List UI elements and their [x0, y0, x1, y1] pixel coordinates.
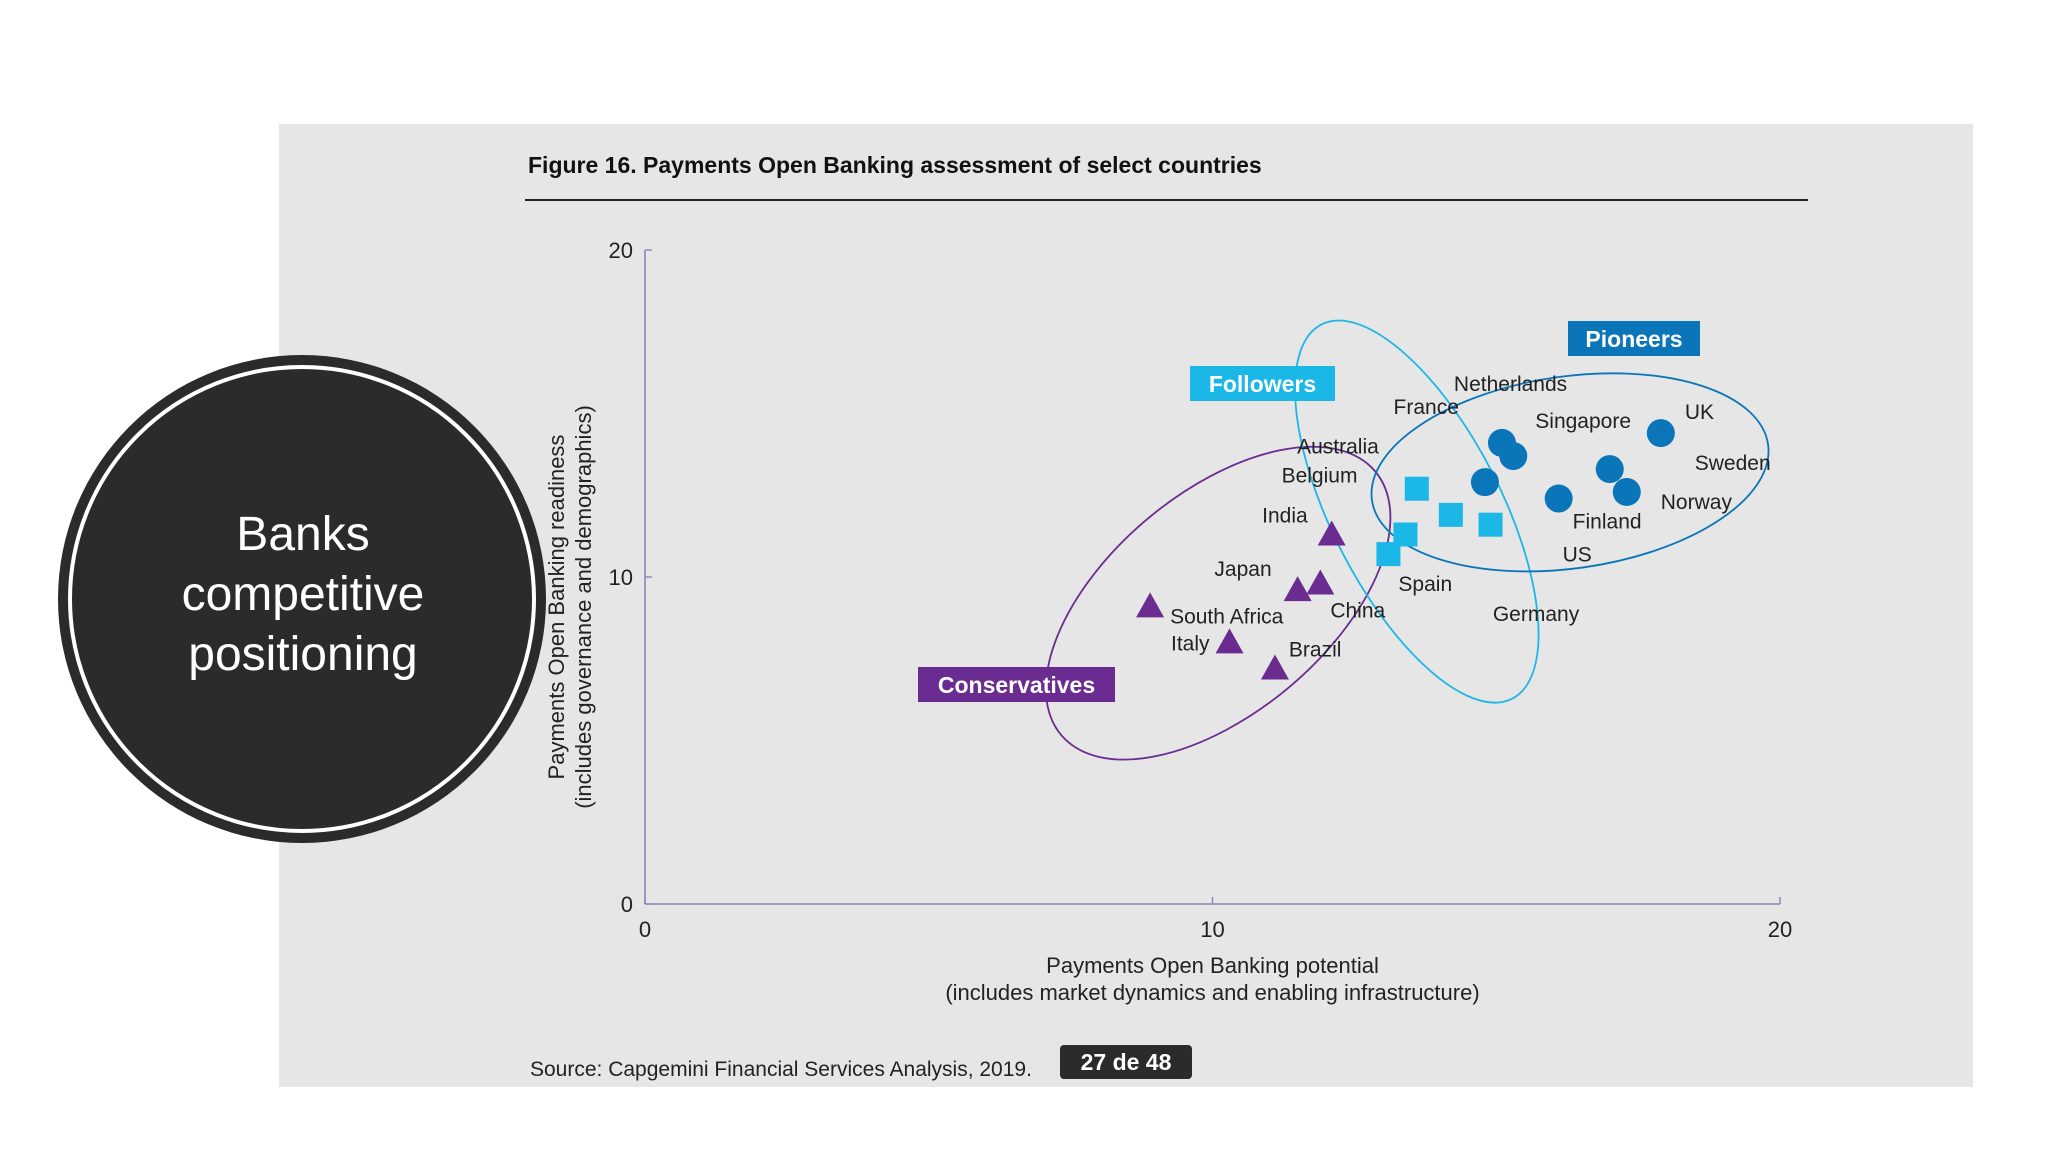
point-label: Italy	[1171, 632, 1210, 655]
slide-heading: Banks competitive positioning	[108, 505, 498, 685]
group-badge	[918, 667, 1115, 702]
circle-marker	[1612, 477, 1641, 506]
figure-panel	[279, 124, 1973, 1087]
triangle-marker	[1260, 654, 1289, 680]
y-axis-subtitle: (includes governance and demographics)	[571, 405, 596, 809]
group-badge	[1190, 366, 1335, 401]
circle-marker	[1499, 442, 1528, 471]
x-tick-label: 10	[1200, 917, 1224, 942]
point-label: Finland	[1573, 511, 1642, 534]
y-tick-label: 0	[621, 892, 633, 917]
point-label: Japan	[1214, 558, 1271, 581]
square-marker	[1376, 542, 1401, 567]
circle-marker	[1595, 455, 1624, 484]
y-tick-label: 20	[609, 238, 633, 263]
slide-heading-line: positioning	[188, 628, 418, 681]
square-marker	[1404, 476, 1429, 501]
y-axis-title: Payments Open Banking readiness	[544, 435, 569, 780]
triangle-marker	[1215, 628, 1244, 654]
point-label: Australia	[1297, 436, 1379, 459]
pioneers-ellipse	[1370, 372, 1770, 573]
page-indicator[interactable]: 27 de 48	[1060, 1045, 1192, 1079]
circle-marker	[1544, 484, 1573, 513]
triangle-marker	[1136, 592, 1165, 618]
x-axis-title: Payments Open Banking potential	[1046, 953, 1379, 978]
group-badge-label: Followers	[1209, 371, 1316, 397]
point-label: US	[1563, 544, 1592, 567]
x-axis-subtitle: (includes market dynamics and enabling i…	[945, 980, 1479, 1005]
title-rule	[525, 199, 1808, 201]
point-label: Spain	[1398, 573, 1452, 596]
point-label: UK	[1685, 401, 1714, 424]
point-label: Sweden	[1695, 452, 1771, 475]
y-tick-label: 10	[609, 565, 633, 590]
point-label: Singapore	[1535, 410, 1631, 433]
point-label: Norway	[1661, 491, 1733, 514]
point-label: South Africa	[1170, 605, 1284, 628]
point-label: Brazil	[1289, 639, 1342, 662]
group-badge	[1568, 321, 1700, 356]
point-label: China	[1330, 600, 1385, 623]
heading-circle-ring	[68, 365, 536, 833]
square-marker	[1478, 512, 1503, 537]
x-tick-label: 20	[1768, 917, 1792, 942]
group-badge-label: Pioneers	[1585, 326, 1682, 352]
figure-title: Figure 16. Payments Open Banking assessm…	[528, 152, 1262, 178]
triangle-marker	[1306, 569, 1335, 595]
point-label: Netherlands	[1454, 373, 1567, 396]
x-tick-label: 0	[639, 917, 651, 942]
point-label: India	[1262, 504, 1308, 527]
circle-marker	[1646, 419, 1675, 448]
slide-heading-line: competitive	[181, 568, 425, 621]
circle-marker	[1470, 468, 1499, 497]
conservatives-ellipse	[1045, 445, 1392, 761]
point-label: Germany	[1493, 603, 1580, 626]
point-label: France	[1394, 396, 1459, 419]
figure-source: Source: Capgemini Financial Services Ana…	[530, 1058, 1032, 1081]
triangle-marker	[1317, 520, 1346, 546]
square-marker	[1438, 502, 1463, 527]
group-badge-label: Conservatives	[938, 672, 1095, 698]
point-label: Belgium	[1282, 464, 1358, 487]
triangle-marker	[1283, 576, 1312, 602]
slide-heading-line: Banks	[236, 508, 370, 561]
